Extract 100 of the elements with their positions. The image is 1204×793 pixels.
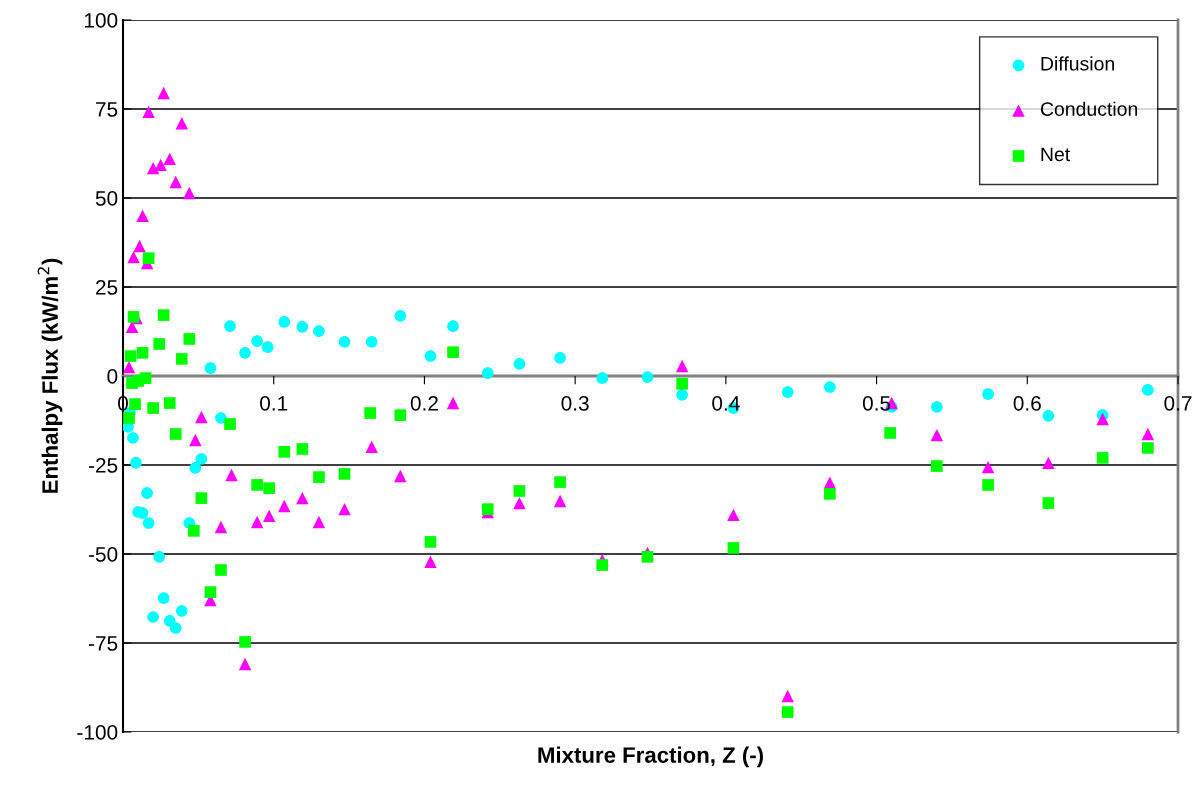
point xyxy=(931,460,943,472)
point xyxy=(931,401,943,413)
point xyxy=(394,310,407,322)
point xyxy=(163,152,176,166)
point xyxy=(175,605,188,617)
point xyxy=(513,358,526,370)
point xyxy=(125,320,139,334)
point xyxy=(169,428,182,440)
point xyxy=(313,471,325,483)
point xyxy=(781,706,794,718)
point xyxy=(1096,452,1109,464)
point xyxy=(133,239,146,253)
point xyxy=(394,469,407,483)
point xyxy=(183,333,196,345)
point xyxy=(884,427,896,439)
x-tick-label: 0.3 xyxy=(561,395,589,411)
point xyxy=(251,479,263,491)
point xyxy=(123,412,135,424)
point xyxy=(727,508,740,522)
point xyxy=(239,347,251,359)
point xyxy=(195,492,208,504)
legend-label: Conduction xyxy=(1040,101,1138,116)
point xyxy=(312,515,326,529)
point xyxy=(554,352,566,364)
point xyxy=(553,494,567,508)
point xyxy=(424,350,437,362)
point xyxy=(513,496,526,510)
point xyxy=(824,381,836,393)
point xyxy=(126,377,138,389)
point xyxy=(641,371,654,383)
point xyxy=(338,336,351,348)
point xyxy=(189,433,202,447)
point xyxy=(123,360,136,374)
point xyxy=(676,378,688,390)
y-axis-title: Enthalpy Flux (kW/m$^{2}$) xyxy=(37,258,63,493)
point xyxy=(136,347,149,359)
x-tick-label: 0.1 xyxy=(260,395,288,411)
point xyxy=(189,462,202,474)
point xyxy=(296,491,309,505)
point xyxy=(204,586,217,598)
point xyxy=(142,252,155,264)
point xyxy=(781,386,794,398)
x-tick-label: 0.2 xyxy=(410,395,438,411)
point xyxy=(481,503,494,515)
point xyxy=(175,353,188,365)
point xyxy=(263,482,275,494)
point xyxy=(215,564,227,576)
point xyxy=(130,457,142,469)
y-tick-label: 100 xyxy=(84,13,118,28)
point xyxy=(157,309,170,321)
y-tick-label: -100 xyxy=(77,725,118,740)
point xyxy=(124,350,137,362)
point xyxy=(147,402,159,414)
point xyxy=(127,250,140,264)
point xyxy=(169,175,182,189)
point xyxy=(675,359,689,373)
point xyxy=(365,336,378,348)
point xyxy=(481,367,494,379)
point xyxy=(982,479,994,491)
point xyxy=(175,117,188,130)
point xyxy=(781,689,794,703)
x-axis-title: Mixture Fraction, Z (-) xyxy=(538,746,763,768)
point xyxy=(313,325,325,337)
point xyxy=(214,520,228,534)
point xyxy=(163,397,176,409)
point xyxy=(225,468,238,482)
point xyxy=(338,468,351,480)
x-tick-label: 0.7 xyxy=(1164,395,1192,411)
point xyxy=(147,611,159,623)
point xyxy=(981,460,995,474)
point xyxy=(195,453,208,465)
point xyxy=(129,398,141,410)
legend-label: Net xyxy=(1041,147,1071,162)
point xyxy=(278,446,291,458)
point xyxy=(136,209,149,223)
point xyxy=(676,389,688,401)
point xyxy=(146,161,160,175)
point xyxy=(1042,497,1055,509)
point xyxy=(447,320,459,332)
legend-label: Diffusion xyxy=(1041,56,1114,71)
y-tick-label: 50 xyxy=(95,191,118,206)
point xyxy=(1142,384,1154,396)
y-tick-label: 75 xyxy=(96,102,118,117)
point xyxy=(824,488,836,500)
point xyxy=(278,316,291,328)
point xyxy=(239,636,251,648)
point xyxy=(727,542,740,554)
point xyxy=(142,517,155,529)
point xyxy=(296,321,309,333)
point xyxy=(157,592,170,604)
point xyxy=(261,341,274,353)
point xyxy=(364,407,376,419)
point xyxy=(1142,442,1154,454)
point xyxy=(153,338,165,350)
point xyxy=(157,86,170,100)
point xyxy=(142,105,155,119)
point xyxy=(554,476,566,488)
point xyxy=(188,525,200,537)
point xyxy=(424,555,437,569)
x-tick-label: 0.5 xyxy=(862,395,891,411)
